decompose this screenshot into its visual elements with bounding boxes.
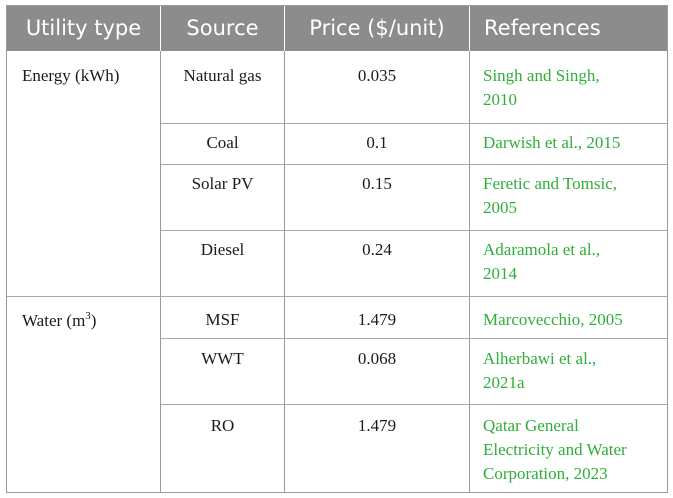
table-header: Utility type Source Price ($/unit) Refer… [7,6,667,51]
row-divider [161,123,667,124]
source-cell: MSF [205,310,240,329]
reference-link[interactable]: Darwish et al., 2015 [483,133,621,152]
reference-link[interactable]: Adaramola et al., 2014 [483,240,601,283]
col-divider [284,51,285,492]
reference-link[interactable]: Singh and Singh, 2010 [483,66,600,109]
source-cell: Natural gas [183,66,262,85]
group-label-energy: Energy (kWh) [22,66,120,85]
source-cell: WWT [201,349,244,368]
row-divider [161,164,667,165]
reference-link[interactable]: Marcovecchio, 2005 [483,310,623,329]
price-cell: 0.15 [362,174,392,193]
utility-price-table: Utility type Source Price ($/unit) Refer… [6,5,668,493]
group-divider [7,296,667,297]
reference-link[interactable]: Alherbawi et al., 2021a [483,349,597,392]
row-divider [161,338,667,339]
header-utility-type: Utility type [25,16,142,40]
reference-link[interactable]: Qatar General Electricity and Water Corpor… [483,416,627,483]
reference-link[interactable]: Feretic and Tomsic, 2005 [483,174,617,217]
price-cell: 1.479 [357,310,397,329]
source-cell: RO [210,416,235,435]
price-cell: 0.068 [357,349,397,368]
price-cell: 0.035 [357,66,397,85]
group-label-water: Water (m3) [22,310,97,331]
price-cell: 1.479 [357,416,397,435]
col-divider [469,51,470,492]
source-cell: Coal [206,133,239,152]
row-divider [161,230,667,231]
header-price: Price ($/unit) [309,16,445,40]
price-cell: 0.1 [366,133,388,152]
row-divider [161,404,667,405]
source-cell: Solar PV [191,174,254,193]
price-cell: 0.24 [362,240,392,259]
col-divider [160,51,161,492]
header-source: Source [186,16,259,40]
source-cell: Diesel [200,240,245,259]
header-references: References [484,16,601,40]
